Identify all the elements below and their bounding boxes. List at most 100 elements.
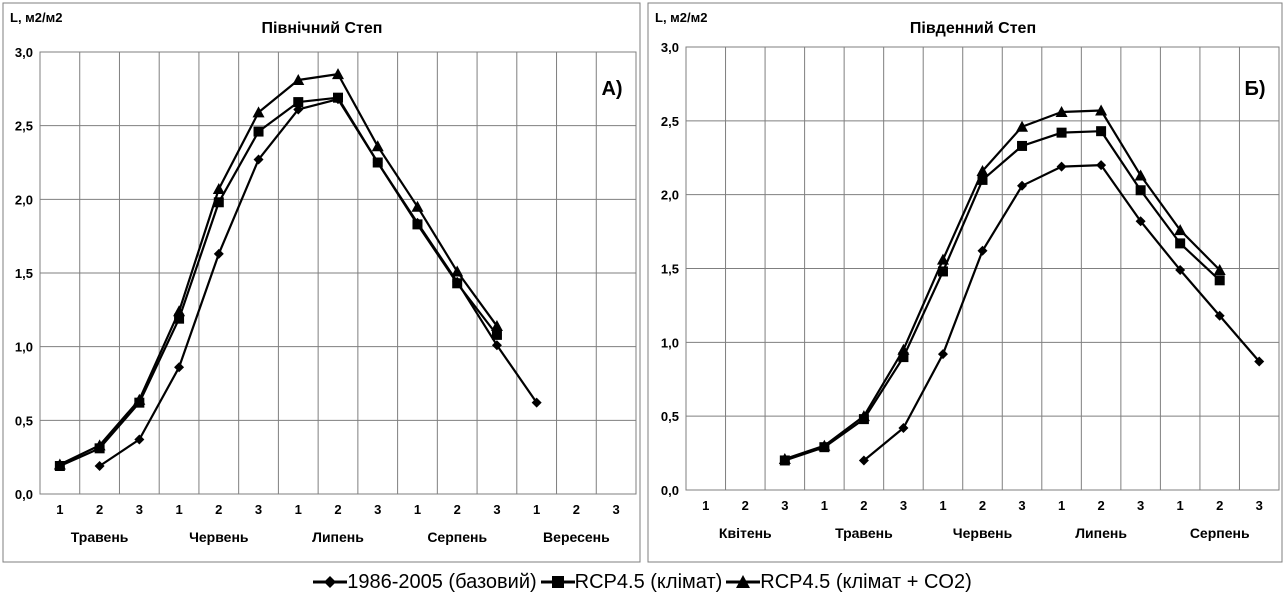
month-label: Червень [953, 525, 1013, 541]
x-tick-label: 2 [1097, 498, 1104, 513]
data-point-square [1135, 185, 1146, 196]
data-point-square [1017, 140, 1028, 151]
y-tick-label: 0,0 [15, 487, 33, 502]
data-point-diamond [858, 455, 869, 466]
panel-label: Б) [1244, 78, 1265, 100]
data-point-square [1214, 275, 1225, 286]
data-point-diamond [898, 422, 909, 433]
data-point-square [452, 278, 463, 289]
data-point-triangle [93, 439, 106, 451]
x-tick-label: 1 [702, 498, 709, 513]
data-point-square [1096, 126, 1107, 137]
data-point-square [1175, 238, 1186, 249]
x-tick-label: 1 [56, 502, 63, 517]
month-label: Вересень [543, 529, 610, 545]
data-point-triangle [897, 343, 910, 355]
data-point-square [253, 126, 264, 137]
data-point-square [213, 197, 224, 208]
x-tick-label: 2 [860, 498, 867, 513]
chart-area-border [647, 2, 1283, 563]
x-tick-label: 2 [334, 502, 341, 517]
x-tick-label: 3 [1137, 498, 1144, 513]
month-label: Червень [189, 529, 249, 545]
data-point-triangle [976, 165, 989, 177]
data-point-triangle [857, 410, 870, 422]
y-tick-label: 1,0 [15, 340, 33, 355]
data-point-triangle [1095, 104, 1108, 116]
x-tick-label: 1 [175, 502, 182, 517]
data-point-triangle [1213, 263, 1226, 275]
data-point-diamond [174, 362, 185, 373]
legend-label: 1986-2005 (базовий) [347, 570, 537, 593]
series-line-south-triangle [784, 109, 1221, 461]
data-point-diamond [1017, 180, 1028, 191]
data-point-diamond [253, 154, 264, 165]
y-tick-label: 3,0 [15, 45, 33, 60]
y-tick-label: 1,5 [661, 262, 679, 277]
legend-label: RCP4.5 (клімат + CO2) [760, 570, 972, 593]
data-point-square [293, 97, 304, 108]
x-tick-label: 1 [939, 498, 946, 513]
y-tick-label: 2,5 [661, 114, 679, 129]
chart-title: Південний Степ [910, 20, 1036, 37]
month-label: Липень [312, 529, 364, 545]
plot-area [685, 46, 1280, 491]
data-point-triangle [778, 452, 791, 464]
x-tick-label: 1 [533, 502, 540, 517]
data-point-triangle [1055, 105, 1068, 117]
series-line-south-square [784, 130, 1221, 462]
data-point-diamond [1135, 216, 1146, 227]
x-tick-label: 1 [414, 502, 421, 517]
data-point-square [333, 92, 343, 103]
x-tick-label: 3 [781, 498, 788, 513]
x-tick-label: 2 [742, 498, 749, 513]
x-tick-label: 2 [1216, 498, 1223, 513]
series-line-north-square [59, 96, 498, 468]
legend-label: RCP4.5 (клімат) [574, 570, 723, 593]
data-point-triangle [332, 68, 344, 80]
data-point-square [898, 352, 909, 363]
x-tick-label: 1 [1177, 498, 1184, 513]
x-tick-label: 2 [96, 502, 103, 517]
panel-label: А) [601, 78, 622, 100]
x-tick-label: 3 [136, 502, 143, 517]
month-label: Травень [835, 525, 893, 541]
y-tick-label: 0,5 [15, 413, 33, 428]
series-line-north-triangle [59, 72, 498, 466]
legend-item-rcp-climate: RCP4.5 (клімат) [540, 570, 723, 594]
chart-panel-north: 0,0 0,5 1,0 1,5 2,0 2,5 3,0 1 2 3 1 2 3 1 2 3 1 2 3 1 2 3 Трав… [2, 2, 641, 563]
legend-diamond-icon [313, 576, 348, 588]
data-point-diamond [1214, 310, 1225, 321]
data-point-triangle [411, 200, 424, 212]
y-tick-label: 3,0 [661, 40, 679, 55]
x-tick-label: 2 [979, 498, 986, 513]
data-point-square [937, 266, 948, 277]
x-tick-label: 3 [613, 502, 620, 517]
data-point-triangle [936, 253, 949, 265]
y-tick-label: 2,0 [661, 188, 679, 203]
legend-triangle-icon [726, 575, 761, 588]
y-axis-label: L, м2/м2 [655, 10, 707, 25]
data-point-square [174, 313, 185, 324]
y-axis-label: L, м2/м2 [10, 10, 62, 25]
data-point-square [1056, 127, 1067, 138]
y-tick-label: 2,0 [15, 192, 33, 207]
data-point-square [412, 219, 423, 230]
data-point-diamond [937, 349, 948, 360]
data-point-diamond [94, 461, 105, 472]
y-tick-label: 1,0 [661, 335, 679, 350]
data-point-triangle [292, 73, 305, 85]
x-tick-label: 1 [1058, 498, 1065, 513]
data-point-diamond [1175, 264, 1186, 275]
data-point-triangle [133, 393, 146, 405]
data-point-triangle [1134, 169, 1147, 181]
data-point-triangle [490, 320, 503, 332]
data-point-diamond [1056, 161, 1067, 172]
chart-figure: 0,0 0,5 1,0 1,5 2,0 2,5 3,0 1 2 3 1 2 3 1 2 3 1 2 3 1 2 3 Трав… [2, 2, 1283, 563]
data-point-triangle [1016, 120, 1029, 132]
y-tick-label: 1,5 [15, 266, 33, 281]
data-point-square [977, 174, 988, 185]
x-tick-label: 3 [493, 502, 500, 517]
data-point-diamond [531, 397, 542, 408]
data-point-diamond [1096, 160, 1107, 171]
